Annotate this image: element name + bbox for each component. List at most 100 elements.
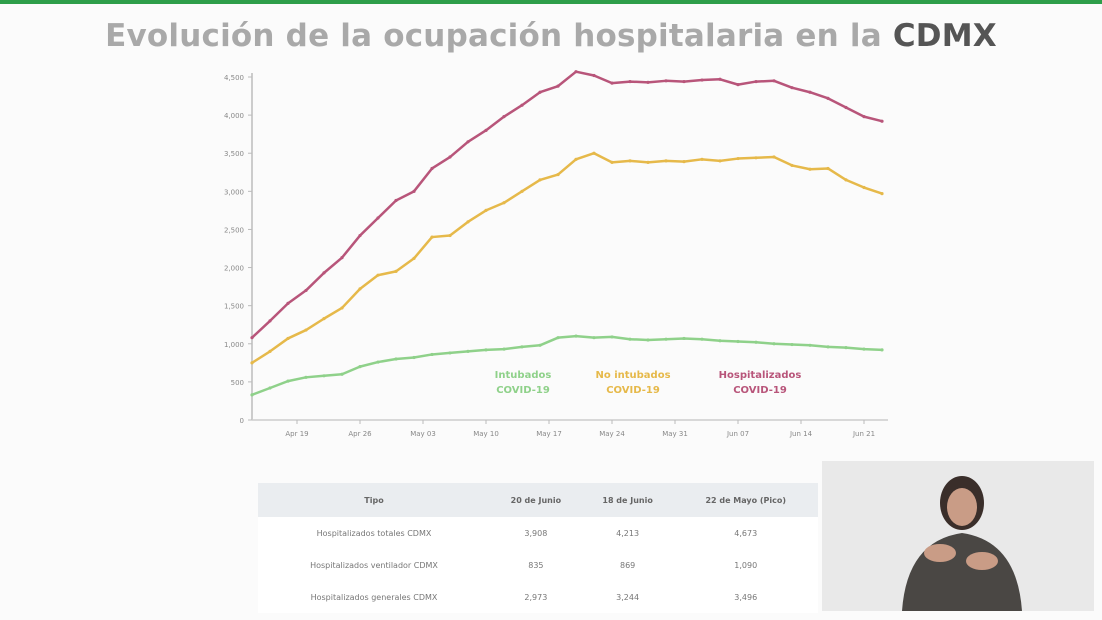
y-tick-label: 4,000 [224,112,244,120]
data-point [358,233,362,238]
x-tick-label: May 10 [473,430,499,438]
data-point [430,166,434,171]
legend-hospitalizados: Hospitalizados COVID-19 [718,370,802,396]
data-point [304,288,308,293]
data-point [664,79,668,83]
header-col: 22 de Mayo (Pico) [673,483,818,517]
data-point [394,269,398,273]
x-tick-label: Jun 14 [789,430,813,438]
data-point [772,155,776,159]
data-point [304,328,308,332]
data-point [754,340,758,344]
data-point [250,393,254,397]
data-point [808,167,812,171]
data-point [556,172,560,177]
data-point [700,78,704,82]
data-point [826,345,830,349]
data-point [502,201,506,205]
data-point [430,235,434,239]
data-point [484,208,488,212]
data-point [538,90,542,94]
data-point [682,160,686,164]
data-point [376,273,380,277]
data-point [304,375,308,379]
cell: 1,090 [673,549,818,581]
header-col: 20 de Junio [490,483,582,517]
data-point [520,345,524,349]
data-point [682,79,686,84]
table-row: Hospitalizados ventilador CDMX 835 869 1,09… [258,549,818,581]
data-point [394,198,398,203]
data-point [412,355,416,360]
data-point [862,115,866,119]
data-point [628,337,632,341]
data-point [610,81,614,85]
y-tick-label: 1,000 [224,341,244,349]
data-point [718,77,722,81]
data-point [790,163,794,168]
y-tick-label: 1,500 [224,303,244,311]
data-point [754,79,758,84]
data-point [286,301,290,305]
data-point [628,79,632,84]
cell: Hospitalizados generales CDMX [258,581,490,613]
data-point [484,128,488,132]
data-point [880,192,884,196]
table-header-row: Tipo 20 de Junio 18 de Junio 22 de Mayo … [258,483,818,517]
interpreter-figure [902,476,1022,611]
y-tick-label: 3,000 [224,188,244,196]
data-point [250,361,254,365]
data-point [448,233,452,238]
x-tick-label: Jun 21 [852,430,875,438]
data-point [502,347,506,351]
data-point [844,345,848,350]
data-point [844,178,848,182]
y-tick-label: 0 [240,417,244,425]
data-point [718,159,722,163]
cell: 835 [490,549,582,581]
data-point [376,360,380,364]
data-point [574,70,578,74]
data-point [556,336,560,340]
cell: 4,213 [581,517,674,549]
x-tick-label: Jun 07 [726,430,749,438]
slide-title: Evolución de la ocupación hospitalaria e… [105,18,997,54]
data-point [790,342,794,347]
data-point [466,349,470,353]
data-point [718,339,722,343]
data-point [340,372,344,376]
x-tick-label: May 24 [599,430,625,438]
data-point [574,157,578,161]
data-point [646,80,650,84]
legend-no-intubados: No intubados COVID-19 [595,370,671,396]
data-point [538,178,542,182]
y-tick-label: 4,500 [224,74,244,82]
cell: 4,673 [673,517,818,549]
data-point [412,189,416,193]
y-tick-label: 2,500 [224,226,244,234]
data-point [466,220,470,224]
data-point [736,83,740,87]
table-row: Hospitalizados generales CDMX 2,973 3,244 3… [258,581,818,613]
data-point [826,96,830,100]
data-point [376,216,380,220]
data-point [682,336,686,341]
data-point [484,348,488,352]
data-point [268,349,272,353]
data-point [538,343,542,347]
data-point [844,105,848,110]
data-point [448,155,452,159]
data-point [826,166,830,171]
data-point [358,365,362,369]
x-tick-label: May 31 [662,430,688,438]
data-point [322,271,326,275]
data-point [808,90,812,94]
data-point [772,342,776,346]
data-point [268,386,272,390]
table-row: Hospitalizados totales CDMX 3,908 4,213 4,6… [258,517,818,549]
data-point [664,159,668,163]
data-point [610,160,614,164]
summary-table: Tipo 20 de Junio 18 de Junio 22 de Mayo … [258,483,818,613]
data-point [772,79,776,83]
cell: 3,244 [581,581,674,613]
